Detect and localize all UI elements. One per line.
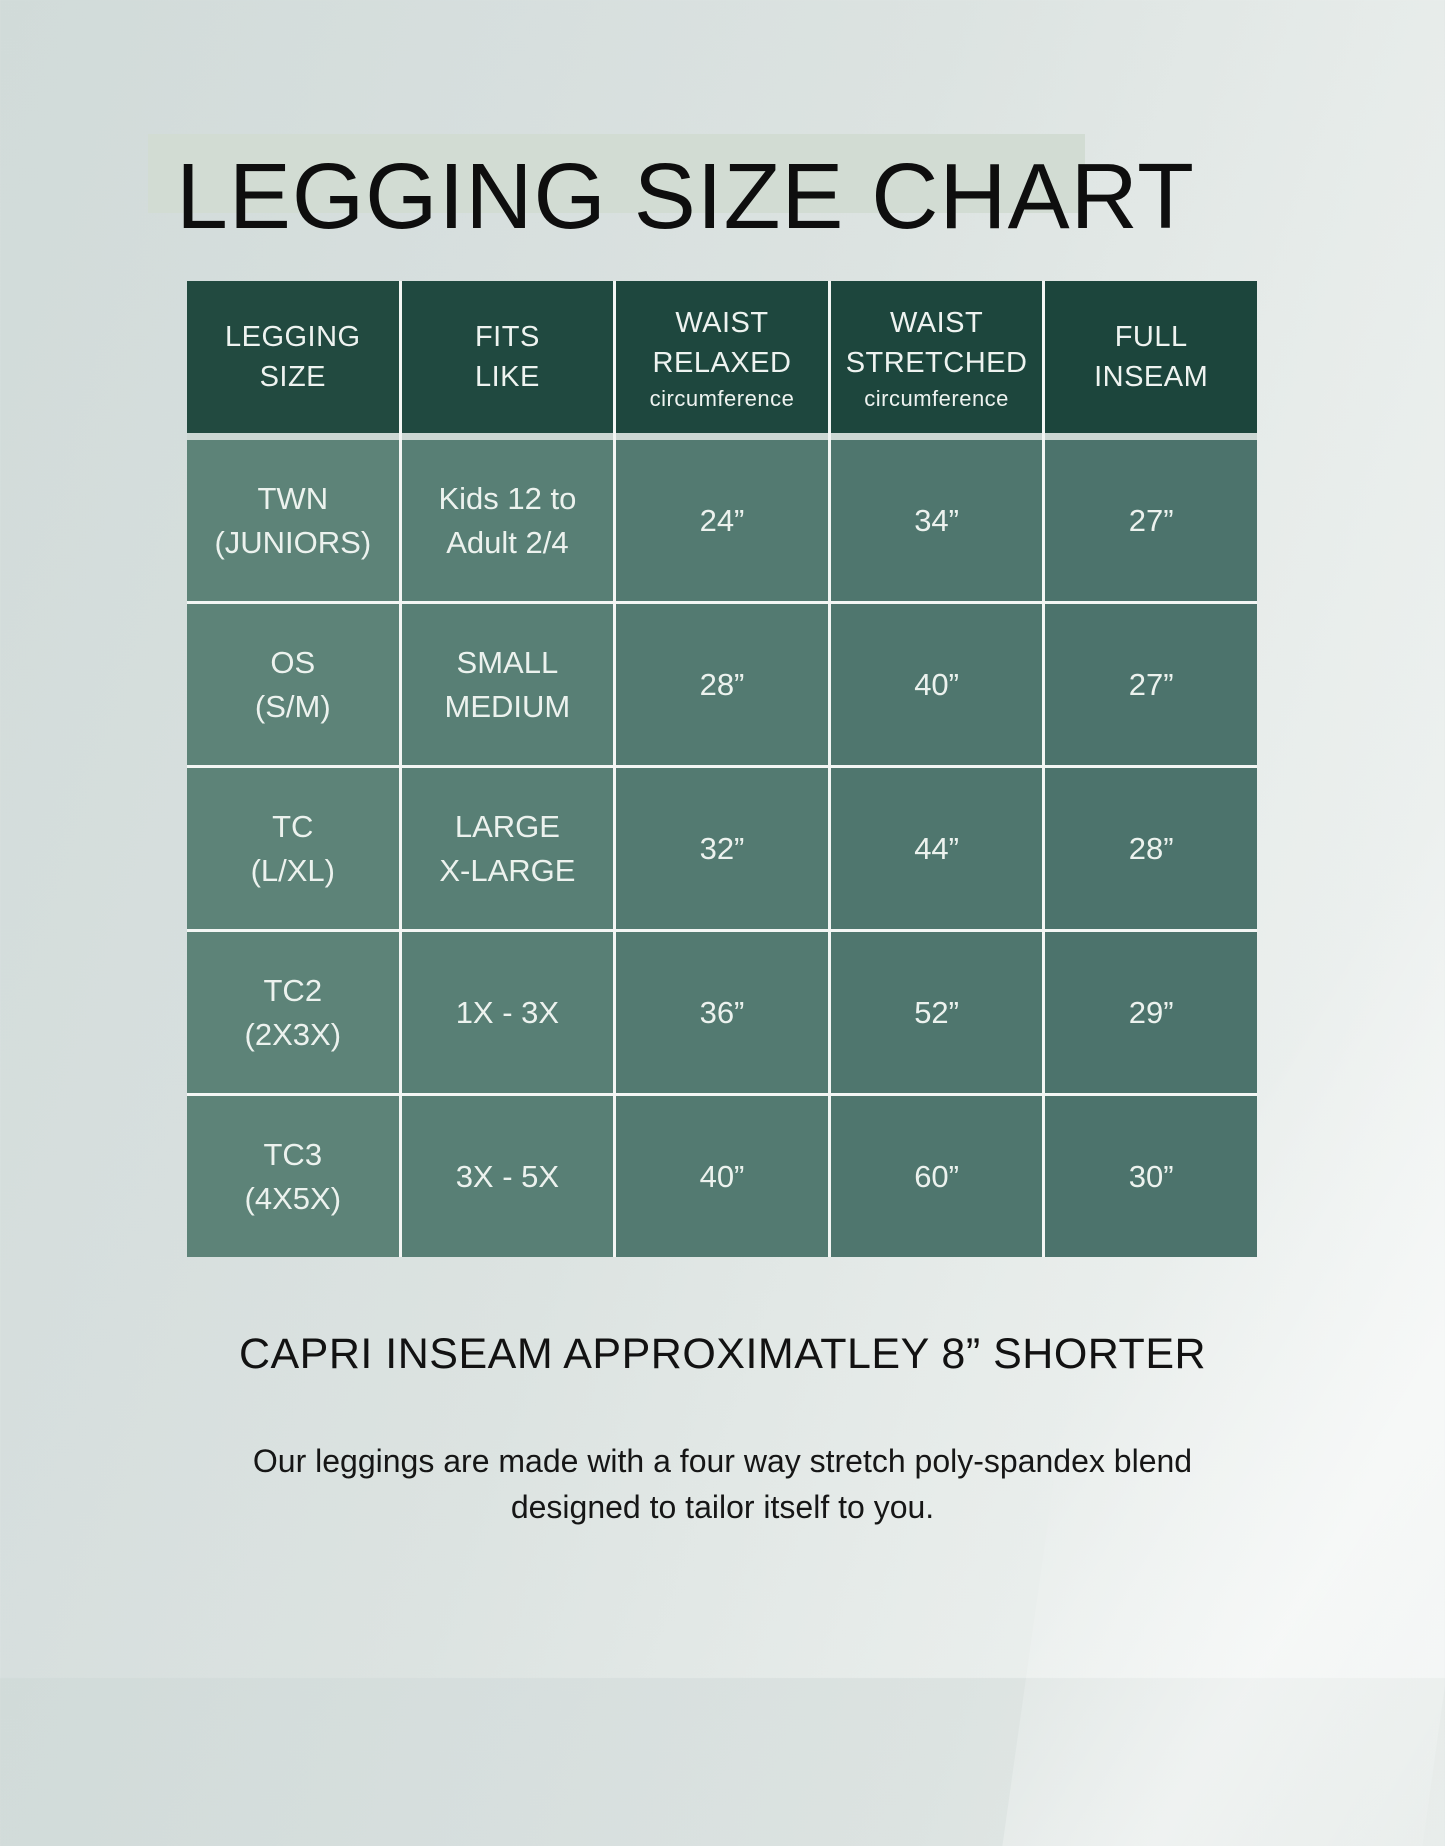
header-label: LEGGING SIZE: [224, 320, 361, 393]
table-cell: 34”: [830, 440, 1043, 601]
header-cell-fits-like: FITS LIKE: [401, 281, 614, 433]
header-sublabel: circumference: [649, 385, 795, 411]
header-cell-legging-size: LEGGING SIZE: [187, 281, 399, 433]
header-cell-waist-stretched: WAIST STRETCHED circumference: [830, 281, 1043, 433]
table-cell: 27”: [1045, 604, 1257, 765]
cell-size-os: OS (S/M): [187, 604, 399, 765]
table-cell: Kids 12 to Adult 2/4: [401, 440, 614, 601]
page-title: LEGGING SIZE CHART: [176, 144, 1195, 249]
table-cell: 27”: [1045, 440, 1257, 601]
cell-size-tc3: TC3 (4X5X): [187, 1096, 399, 1257]
table-cell: 29”: [1045, 932, 1257, 1093]
table-cell: 36”: [616, 932, 828, 1093]
cell-size-tc2: TC2 (2X3X): [187, 932, 399, 1093]
table-cell: 30”: [1045, 1096, 1257, 1257]
header-label: WAIST STRETCHED: [845, 306, 1028, 379]
table-cell: LARGE X-LARGE: [401, 768, 614, 929]
table-cell: 24”: [616, 440, 828, 601]
table-cell: 28”: [616, 604, 828, 765]
header-sublabel: circumference: [864, 385, 1009, 411]
table-cell: 1X - 3X: [401, 932, 614, 1093]
table-cell: 52”: [830, 932, 1043, 1093]
fabric-description: Our leggings are made with a four way st…: [252, 1443, 1193, 1526]
header-label: FULL INSEAM: [1094, 320, 1209, 393]
header-cell-waist-relaxed: WAIST RELAXED circumference: [616, 281, 828, 433]
header-label: FITS LIKE: [474, 320, 540, 393]
table-cell: 60”: [830, 1096, 1043, 1257]
header-label: WAIST RELAXED: [652, 306, 792, 379]
size-table: LEGGING SIZE FITS LIKE WAIST RELAXED cir…: [187, 281, 1257, 1257]
header-cell-full-inseam: FULL INSEAM: [1045, 281, 1257, 433]
table-cell: 3X - 5X: [401, 1096, 614, 1257]
cell-size-tc: TC (L/XL): [187, 768, 399, 929]
table-cell: 28”: [1045, 768, 1257, 929]
table-cell: 40”: [616, 1096, 828, 1257]
table-cell: 44”: [830, 768, 1043, 929]
table-cell: 32”: [616, 768, 828, 929]
title-highlight: [148, 134, 1085, 213]
table-cell: SMALL MEDIUM: [401, 604, 614, 765]
cell-size-twn: TWN (JUNIORS): [187, 440, 399, 601]
table-cell: 40”: [830, 604, 1043, 765]
capri-inseam-note: CAPRI INSEAM APPROXIMATLEY 8” SHORTER: [238, 1330, 1207, 1378]
